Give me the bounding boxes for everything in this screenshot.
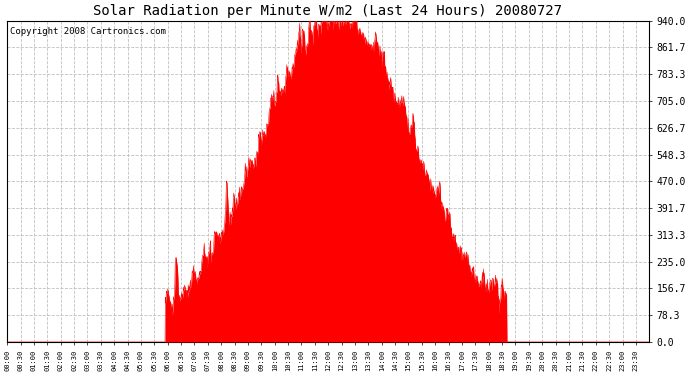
Title: Solar Radiation per Minute W/m2 (Last 24 Hours) 20080727: Solar Radiation per Minute W/m2 (Last 24… [93, 4, 562, 18]
Text: Copyright 2008 Cartronics.com: Copyright 2008 Cartronics.com [10, 27, 166, 36]
